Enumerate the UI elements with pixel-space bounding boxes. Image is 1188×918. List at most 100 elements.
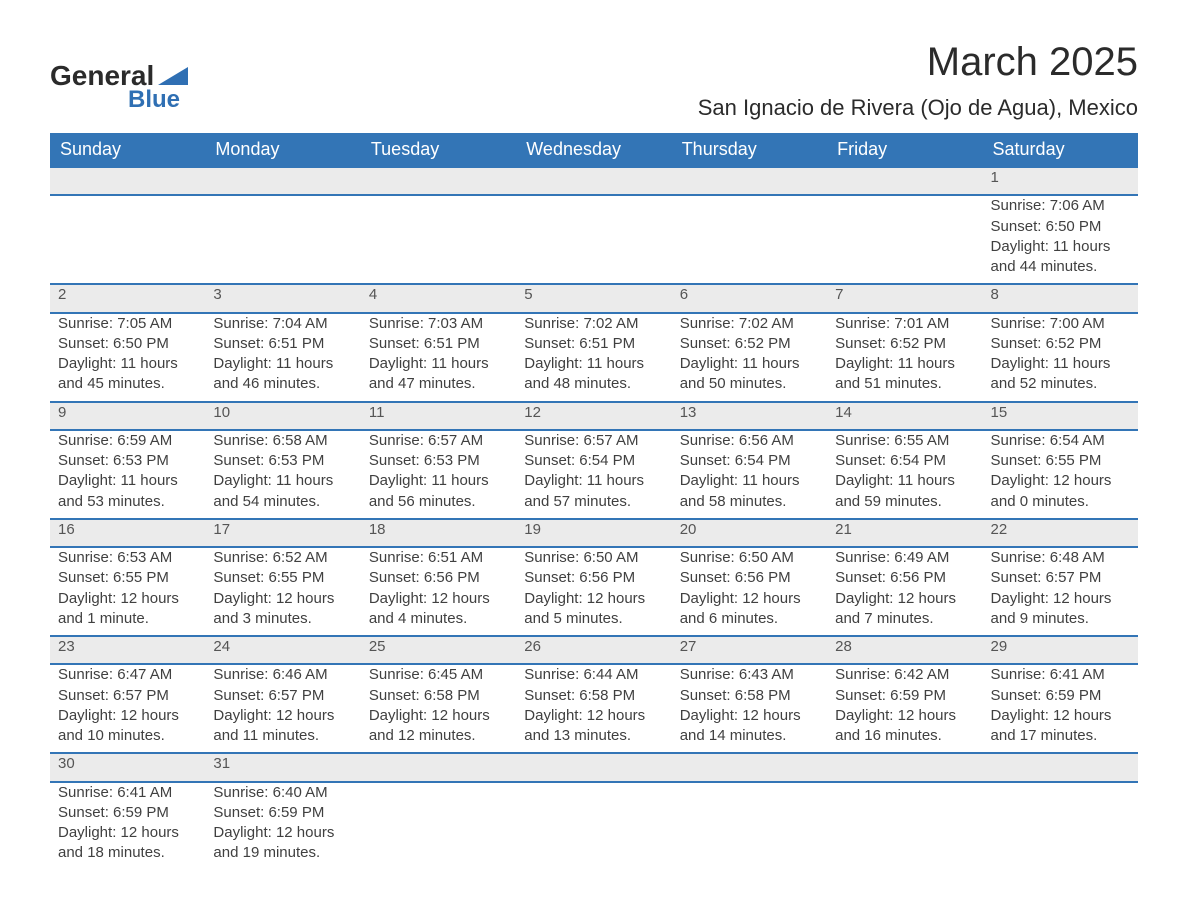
sunrise-text: Sunrise: 6:41 AM — [991, 665, 1130, 685]
day-details-cell: Sunrise: 7:03 AMSunset: 6:51 PMDaylight:… — [361, 313, 516, 402]
day-number-cell — [672, 753, 827, 781]
day-number-cell: 11 — [361, 402, 516, 430]
day-details-cell: Sunrise: 7:04 AMSunset: 6:51 PMDaylight:… — [205, 313, 360, 402]
day-details-cell: Sunrise: 6:43 AMSunset: 6:58 PMDaylight:… — [672, 664, 827, 753]
sunset-text: Sunset: 6:59 PM — [991, 686, 1130, 706]
sunset-text: Sunset: 6:50 PM — [991, 217, 1130, 237]
daylight-text: Daylight: 12 hours and 4 minutes. — [369, 589, 508, 630]
daylight-text: Daylight: 12 hours and 1 minute. — [58, 589, 197, 630]
sunrise-text: Sunrise: 7:02 AM — [524, 314, 663, 334]
logo-text-bottom: Blue — [128, 86, 188, 114]
sunrise-text: Sunrise: 6:54 AM — [991, 431, 1130, 451]
sunset-text: Sunset: 6:57 PM — [58, 686, 197, 706]
day-number-cell: 16 — [50, 519, 205, 547]
sunrise-text: Sunrise: 6:52 AM — [213, 548, 352, 568]
day-number-cell — [361, 753, 516, 781]
sunset-text: Sunset: 6:59 PM — [835, 686, 974, 706]
sunset-text: Sunset: 6:52 PM — [991, 334, 1130, 354]
day-number-cell: 17 — [205, 519, 360, 547]
day-details-cell: Sunrise: 7:05 AMSunset: 6:50 PMDaylight:… — [50, 313, 205, 402]
day-number-cell: 8 — [983, 284, 1138, 312]
sunset-text: Sunset: 6:52 PM — [835, 334, 974, 354]
day-number-cell: 22 — [983, 519, 1138, 547]
sunrise-text: Sunrise: 6:58 AM — [213, 431, 352, 451]
day-number-cell: 4 — [361, 284, 516, 312]
day-number-cell: 29 — [983, 636, 1138, 664]
day-details-cell — [983, 782, 1138, 870]
daylight-text: Daylight: 12 hours and 18 minutes. — [58, 823, 197, 864]
day-details-cell: Sunrise: 6:48 AMSunset: 6:57 PMDaylight:… — [983, 547, 1138, 636]
daylight-text: Daylight: 12 hours and 10 minutes. — [58, 706, 197, 747]
day-details-cell — [205, 195, 360, 284]
daylight-text: Daylight: 11 hours and 56 minutes. — [369, 471, 508, 512]
day-number-cell: 14 — [827, 402, 982, 430]
day-number-cell: 7 — [827, 284, 982, 312]
day-header: Sunday — [50, 133, 205, 167]
sunset-text: Sunset: 6:55 PM — [991, 451, 1130, 471]
daylight-text: Daylight: 11 hours and 50 minutes. — [680, 354, 819, 395]
day-number-cell: 1 — [983, 167, 1138, 195]
day-number-cell: 9 — [50, 402, 205, 430]
sunset-text: Sunset: 6:57 PM — [991, 568, 1130, 588]
day-number-cell: 12 — [516, 402, 671, 430]
day-number-cell: 21 — [827, 519, 982, 547]
day-details-cell: Sunrise: 6:40 AMSunset: 6:59 PMDaylight:… — [205, 782, 360, 870]
location: San Ignacio de Rivera (Ojo de Agua), Mex… — [698, 95, 1138, 121]
day-number-cell — [827, 753, 982, 781]
day-number-cell: 26 — [516, 636, 671, 664]
daylight-text: Daylight: 11 hours and 57 minutes. — [524, 471, 663, 512]
day-number-cell: 28 — [827, 636, 982, 664]
daylight-text: Daylight: 12 hours and 3 minutes. — [213, 589, 352, 630]
daylight-text: Daylight: 11 hours and 44 minutes. — [991, 237, 1130, 278]
sunset-text: Sunset: 6:56 PM — [369, 568, 508, 588]
daylight-text: Daylight: 11 hours and 47 minutes. — [369, 354, 508, 395]
day-header-row: Sunday Monday Tuesday Wednesday Thursday… — [50, 133, 1138, 167]
day-details-cell: Sunrise: 6:50 AMSunset: 6:56 PMDaylight:… — [672, 547, 827, 636]
sunset-text: Sunset: 6:58 PM — [680, 686, 819, 706]
day-number-row: 3031 — [50, 753, 1138, 781]
sunrise-text: Sunrise: 6:42 AM — [835, 665, 974, 685]
sunset-text: Sunset: 6:51 PM — [524, 334, 663, 354]
day-number-cell — [516, 167, 671, 195]
logo: General Blue — [50, 60, 188, 114]
day-number-row: 1 — [50, 167, 1138, 195]
sunrise-text: Sunrise: 7:04 AM — [213, 314, 352, 334]
day-details-cell: Sunrise: 6:57 AMSunset: 6:54 PMDaylight:… — [516, 430, 671, 519]
title-block: March 2025 San Ignacio de Rivera (Ojo de… — [698, 40, 1138, 129]
day-details-cell: Sunrise: 6:44 AMSunset: 6:58 PMDaylight:… — [516, 664, 671, 753]
sunset-text: Sunset: 6:56 PM — [524, 568, 663, 588]
sunset-text: Sunset: 6:54 PM — [524, 451, 663, 471]
sunset-text: Sunset: 6:59 PM — [58, 803, 197, 823]
day-details-cell: Sunrise: 6:49 AMSunset: 6:56 PMDaylight:… — [827, 547, 982, 636]
day-details-row: Sunrise: 7:06 AMSunset: 6:50 PMDaylight:… — [50, 195, 1138, 284]
day-details-cell — [827, 195, 982, 284]
day-number-cell: 30 — [50, 753, 205, 781]
day-header: Thursday — [672, 133, 827, 167]
day-number-cell: 24 — [205, 636, 360, 664]
daylight-text: Daylight: 11 hours and 54 minutes. — [213, 471, 352, 512]
daylight-text: Daylight: 12 hours and 16 minutes. — [835, 706, 974, 747]
day-number-row: 16171819202122 — [50, 519, 1138, 547]
sunrise-text: Sunrise: 6:41 AM — [58, 783, 197, 803]
day-details-cell: Sunrise: 6:52 AMSunset: 6:55 PMDaylight:… — [205, 547, 360, 636]
day-details-cell: Sunrise: 6:45 AMSunset: 6:58 PMDaylight:… — [361, 664, 516, 753]
day-number-cell — [361, 167, 516, 195]
day-details-cell: Sunrise: 7:02 AMSunset: 6:52 PMDaylight:… — [672, 313, 827, 402]
sunrise-text: Sunrise: 6:56 AM — [680, 431, 819, 451]
day-details-row: Sunrise: 6:41 AMSunset: 6:59 PMDaylight:… — [50, 782, 1138, 870]
sunset-text: Sunset: 6:56 PM — [835, 568, 974, 588]
day-header: Friday — [827, 133, 982, 167]
day-details-cell: Sunrise: 6:54 AMSunset: 6:55 PMDaylight:… — [983, 430, 1138, 519]
day-number-cell: 15 — [983, 402, 1138, 430]
day-number-row: 2345678 — [50, 284, 1138, 312]
day-header: Saturday — [983, 133, 1138, 167]
daylight-text: Daylight: 11 hours and 48 minutes. — [524, 354, 663, 395]
day-header: Wednesday — [516, 133, 671, 167]
day-details-cell: Sunrise: 6:47 AMSunset: 6:57 PMDaylight:… — [50, 664, 205, 753]
daylight-text: Daylight: 12 hours and 12 minutes. — [369, 706, 508, 747]
day-number-cell: 5 — [516, 284, 671, 312]
day-details-cell: Sunrise: 7:00 AMSunset: 6:52 PMDaylight:… — [983, 313, 1138, 402]
day-details-row: Sunrise: 7:05 AMSunset: 6:50 PMDaylight:… — [50, 313, 1138, 402]
daylight-text: Daylight: 11 hours and 52 minutes. — [991, 354, 1130, 395]
header: General Blue March 2025 San Ignacio de R… — [50, 40, 1138, 129]
